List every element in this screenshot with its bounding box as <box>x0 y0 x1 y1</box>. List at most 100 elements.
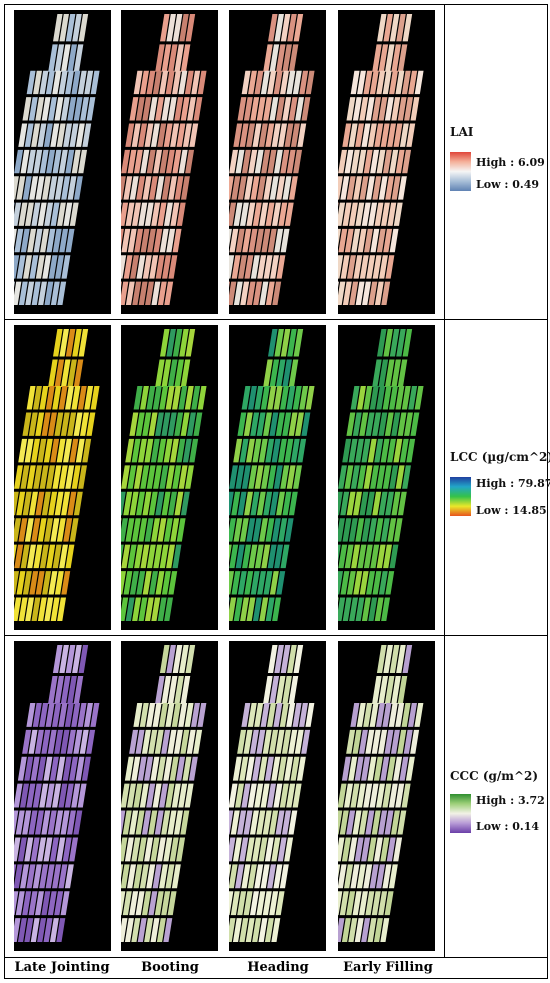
plot-strip <box>396 645 406 673</box>
plot-strip <box>259 281 269 305</box>
plot-strip <box>60 891 70 916</box>
plot-strip <box>59 14 69 42</box>
plot-strip <box>382 386 392 410</box>
plot-strip <box>244 491 253 516</box>
plot-strip <box>365 176 375 200</box>
plot-strip <box>60 412 70 436</box>
plot-strip <box>232 756 242 781</box>
plot-strip <box>271 918 281 943</box>
plot-strip <box>353 491 362 516</box>
plot-strip <box>363 386 373 410</box>
plot-strip <box>151 202 161 226</box>
plot-strip <box>354 837 364 862</box>
plot-strip <box>363 465 373 489</box>
plot-strip <box>86 729 96 754</box>
plot-strip <box>261 149 271 174</box>
plot-strip <box>24 837 34 862</box>
plot-strip <box>22 729 32 754</box>
plot-strip <box>271 837 281 862</box>
plot-strip <box>229 281 237 305</box>
plot-strip <box>172 329 183 357</box>
plot-strip <box>401 386 411 410</box>
plot-strip <box>229 202 237 226</box>
plot-strip <box>52 645 63 673</box>
plot-strip <box>364 228 373 253</box>
plot-strip <box>282 176 292 200</box>
plot-strip <box>363 70 373 95</box>
plot-strip <box>33 70 42 95</box>
plot-strip <box>67 359 77 387</box>
plot-strip <box>26 465 36 489</box>
legend-lcc: LCC (µg/cm^2) High : 79.87 Low : 14.85 <box>446 320 550 635</box>
plot-strip <box>242 544 252 569</box>
plot-strip <box>288 44 299 72</box>
plot-strip <box>65 14 76 42</box>
plot-strip <box>372 176 382 200</box>
plot-strip <box>60 729 70 754</box>
plot-strip <box>176 756 186 781</box>
plot-strip <box>47 891 57 916</box>
plot-strip <box>155 412 164 436</box>
plot-strip <box>39 544 49 569</box>
plot-strip <box>368 202 378 226</box>
plot-strip <box>78 14 89 42</box>
plot-strip <box>269 44 280 72</box>
plot-strip <box>180 491 190 516</box>
plot-strip <box>184 386 194 410</box>
plot-strip <box>135 412 145 436</box>
plot-strip <box>129 810 139 835</box>
colorbar <box>450 794 471 833</box>
plot-strip <box>161 359 172 387</box>
plot-strip <box>125 597 135 621</box>
plot-strip <box>237 571 247 595</box>
plot-strip <box>265 123 275 147</box>
plot-strip <box>24 518 34 542</box>
plot-strip <box>34 729 44 754</box>
plot-strip <box>348 837 358 862</box>
plot-strip <box>189 438 199 463</box>
plot-strip <box>159 645 170 673</box>
plot-strip <box>165 864 175 889</box>
plot-strip <box>63 518 73 542</box>
field-plot-map <box>338 645 424 943</box>
plot-strip <box>265 202 275 226</box>
plot-strip <box>39 783 49 808</box>
plot-strip <box>389 386 398 410</box>
plot-strip <box>125 518 135 542</box>
plot-strip <box>159 783 169 808</box>
plot-strip <box>229 149 239 174</box>
legend-title: LCC (µg/cm^2) <box>450 450 550 464</box>
plot-strip <box>267 645 278 673</box>
plot-strip <box>397 176 407 200</box>
plot-strip <box>18 281 28 305</box>
plot-strip <box>391 97 401 121</box>
plot-strip <box>235 544 245 569</box>
plot-strip <box>297 123 307 147</box>
plot-strip <box>247 864 257 889</box>
plot-strip <box>237 97 247 121</box>
plot-strip <box>180 729 190 754</box>
legend-lai: LAI High : 6.09 Low : 0.49 <box>446 5 548 319</box>
plot-strip <box>163 837 173 862</box>
plot-strip <box>252 202 262 226</box>
plot-strip <box>256 729 266 754</box>
plot-strip <box>245 918 255 943</box>
plot-strip <box>284 202 294 226</box>
plot-strip <box>164 281 174 305</box>
plot-strip <box>60 810 70 835</box>
plot-strip <box>71 149 81 174</box>
plot-strip <box>372 359 382 387</box>
plot-strip <box>263 97 272 121</box>
plot-strip <box>280 14 291 42</box>
plot-strip <box>237 729 247 754</box>
plot-strip <box>146 783 156 808</box>
plot-strip <box>151 281 161 305</box>
plot-strip <box>146 703 156 727</box>
plot-strip <box>37 123 47 147</box>
plot-strip <box>376 149 386 174</box>
plot-strip <box>156 756 166 781</box>
plot-strip <box>235 228 245 253</box>
plot-strip <box>273 386 283 410</box>
plot-strip <box>267 864 277 889</box>
plot-strip <box>397 491 407 516</box>
